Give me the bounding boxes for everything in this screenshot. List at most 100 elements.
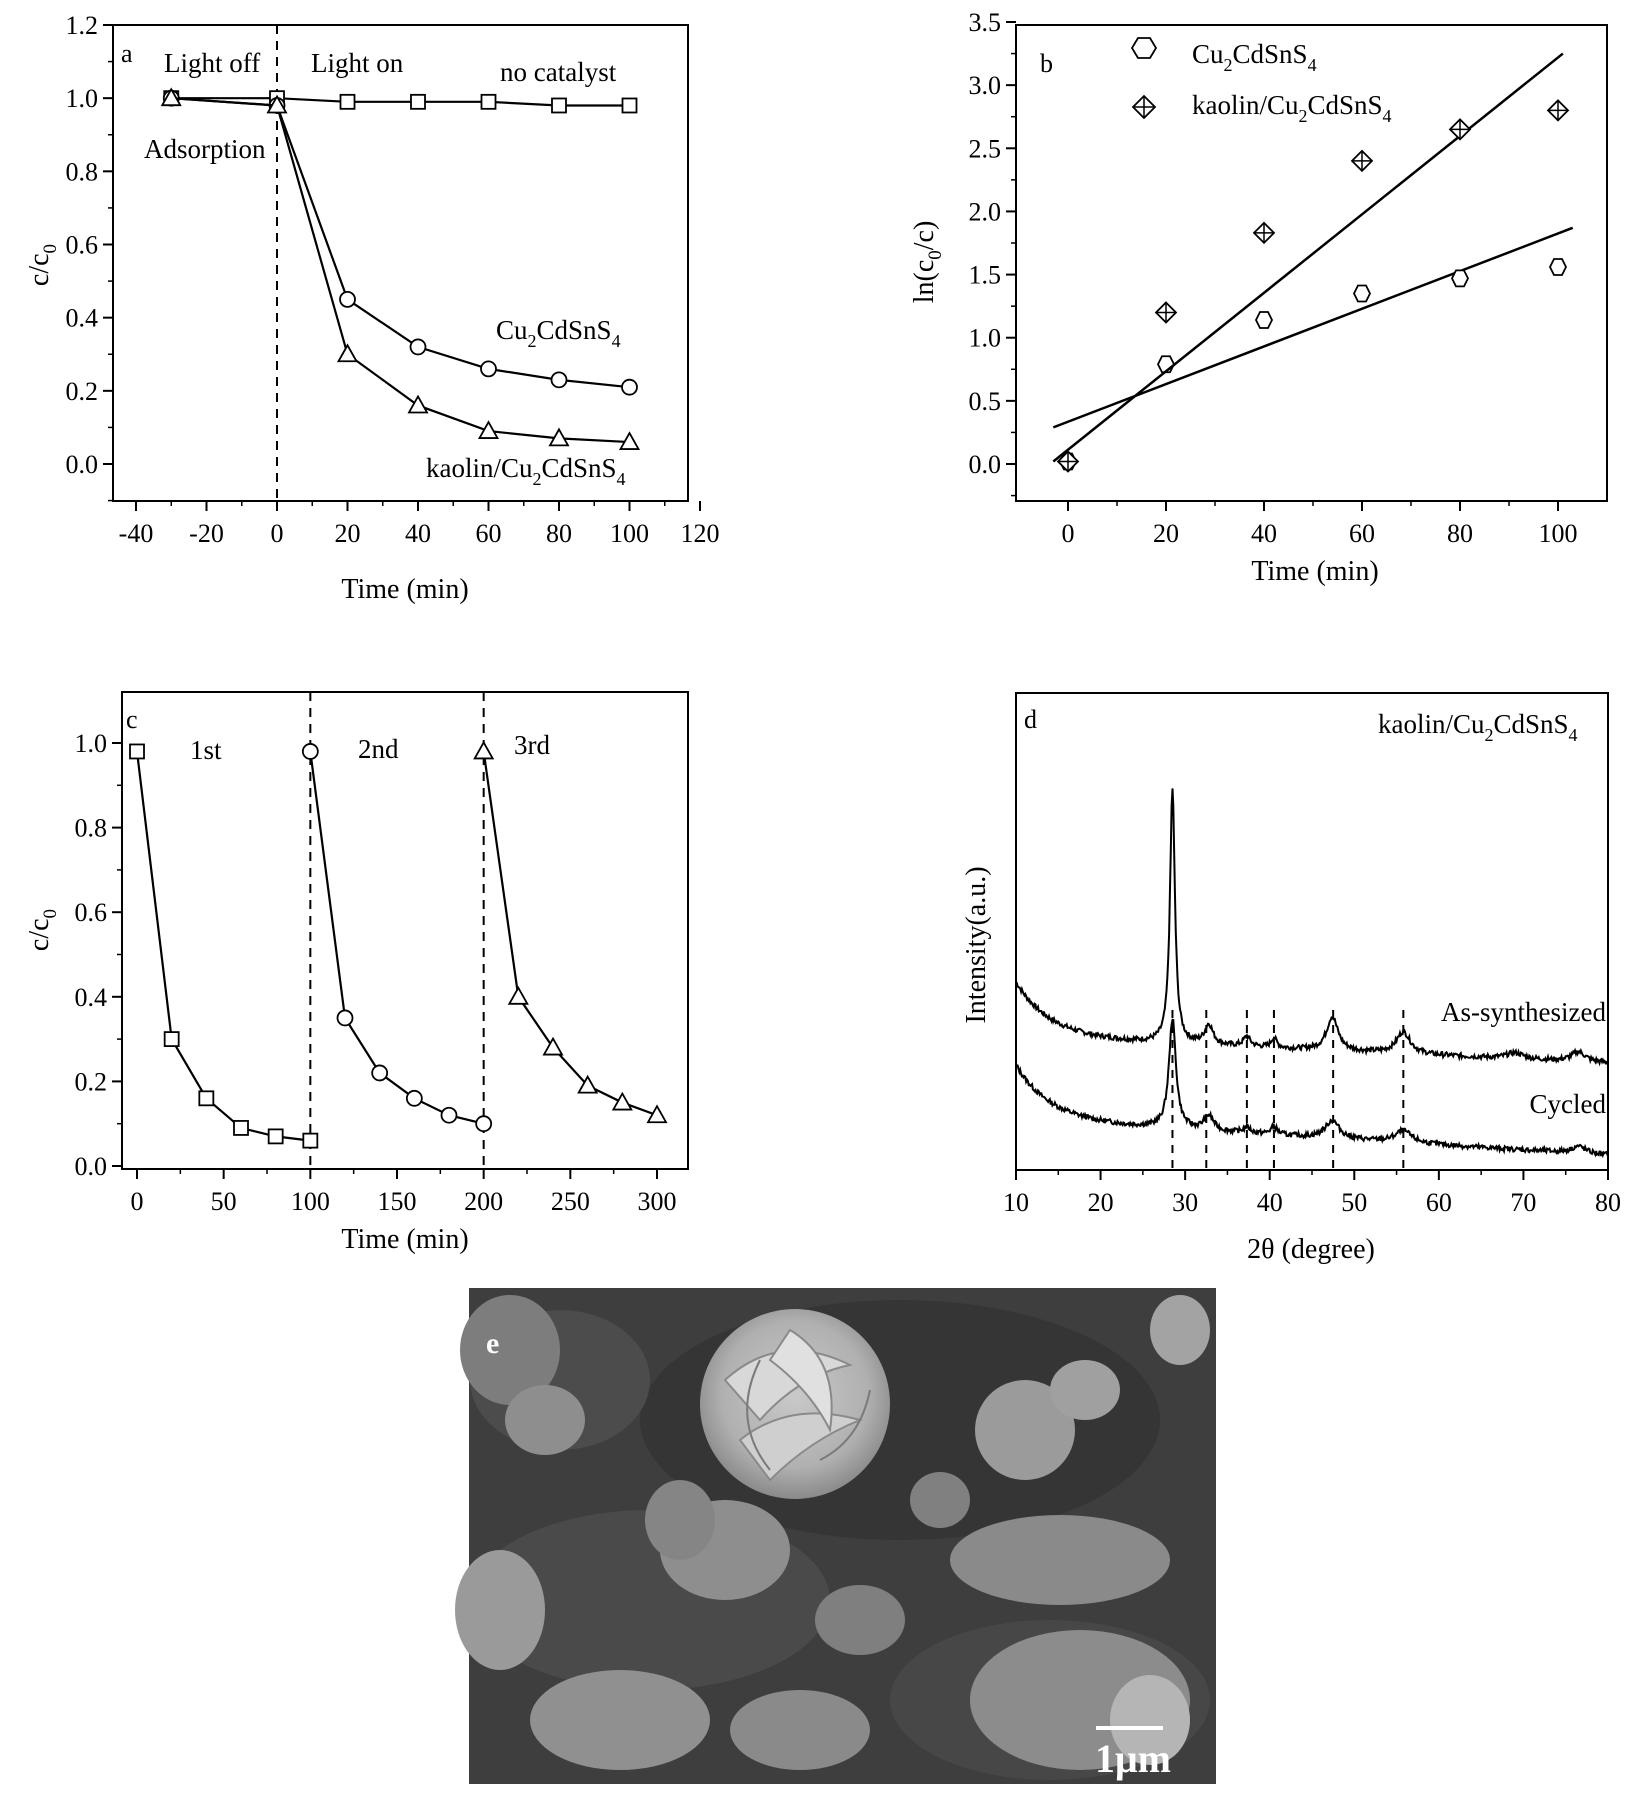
x-axis-label: Time (min) [341,1224,468,1255]
data-point [542,1036,564,1056]
fit-line [1052,226,1574,429]
data-point [1056,450,1080,473]
data-point [1352,284,1372,303]
label-adsorption: Adsorption [144,134,266,164]
data-point [1450,269,1470,288]
x-tick-label: 40 [1251,519,1277,548]
label-as-synthesized: As-synthesized [1441,997,1606,1027]
data-point [1448,118,1472,141]
y-tick-label: 0.8 [66,157,99,186]
sem-image: e 1μm [455,1288,1216,1784]
x-tick-label: -40 [119,519,154,548]
data-point [1154,301,1178,324]
data-point [1350,149,1374,173]
data-point [621,97,638,114]
data-point [621,378,638,396]
y-tick-label: 0.2 [66,377,99,406]
y-tick-label: 1.0 [66,84,99,113]
x-axis-label: Time (min) [341,574,468,605]
x-axis-label: 2θ (degree) [1247,1234,1375,1265]
data-point [477,420,500,439]
legend-marker-crossed-diamond [1131,94,1157,120]
data-point [163,1031,180,1047]
x-tick-label: 60 [476,519,502,548]
data-point [577,1074,599,1094]
y-tick-label: 1.2 [66,11,99,40]
label-cu2cdsns4: Cu2CdSnS4 [496,315,621,351]
y-axis-label: ln(c0/c) [909,221,946,304]
data-point [1254,311,1274,329]
data-point [1546,99,1570,122]
chart-marks [1052,52,1574,473]
data-point [410,93,426,110]
data-point [339,290,356,308]
x-tick-label: 20 [1088,1188,1114,1217]
x-tick-label: 150 [378,1187,417,1216]
data-point [198,1090,215,1107]
y-tick-label: 3.5 [969,8,1002,37]
sample-label-kaolin-cu2cdsns4: kaolin/Cu2CdSnS4 [1378,709,1578,745]
label-light-on: Light on [311,48,404,78]
y-tick-label: 0.0 [969,450,1002,479]
plot-frame [1015,24,1608,502]
x-tick-label: 20 [1153,519,1179,548]
y-axis-label: Intensity(a.u.) [961,866,992,1023]
data-point [548,427,570,447]
data-point [129,743,145,760]
x-tick-label: 100 [1539,519,1578,548]
data-point [302,1132,319,1149]
x-tick-label: -20 [189,519,224,548]
data-point [160,87,182,107]
data-point [266,94,288,114]
legend-label-cu2cdsns4: Cu2CdSnS4 [1192,39,1317,75]
data-point [551,97,567,114]
x-tick-label: 0 [271,519,284,548]
plot-frame [121,691,689,1170]
x-tick-label: 50 [211,1187,237,1216]
y-tick-label: 2.0 [969,197,1002,226]
label-cycle-1st: 1st [190,735,222,765]
y-tick-label: 3.0 [969,71,1002,100]
data-point [646,1104,668,1124]
peak-position-markers [1171,1010,1405,1168]
panel-b: b 0 20 40 60 80 100 0.0 0.5 1.0 1.5 2.0 2.5 3.0 3.5 C… [909,8,1608,587]
axis-ticks: -40 -20 0 20 40 60 80 100 120 0.0 0.2 0.4 0.6 0.8 1.0 1… [66,11,720,548]
x-tick-label: 30 [1172,1188,1198,1217]
legend-label-kaolin-cu2cdsns4: kaolin/Cu2CdSnS4 [1192,90,1392,126]
data-point [301,743,319,760]
y-tick-label: 0.0 [75,1152,108,1181]
plot-frame [112,24,689,502]
data-point [618,431,641,450]
x-tick-label: 80 [1595,1188,1621,1217]
data-point [475,1115,493,1133]
y-axis-label: c/c0 [24,909,61,951]
data-point [611,1091,633,1111]
y-tick-label: 1.0 [75,729,108,758]
x-tick-label: 40 [1257,1188,1283,1217]
data-point [1252,221,1276,245]
y-tick-label: 0.0 [66,450,99,479]
panel-letter-e: e [486,1327,499,1360]
panel-letter-c: c [126,705,138,734]
fit-line [1052,52,1564,463]
data-point [480,360,497,378]
x-axis-label: Time (min) [1251,556,1378,587]
panel-letter-d: d [1024,705,1037,734]
panel-c: c 0 50 100 150 200 250 300 0.0 0.2 0.4 0.6 0.8 1.0 1… [24,691,689,1255]
y-tick-label: 0.6 [75,898,108,927]
axis-ticks: 10 20 30 40 50 60 70 80 [1003,1170,1621,1217]
chart-marks [129,740,668,1149]
x-tick-label: 100 [610,519,649,548]
panel-letter-b: b [1040,49,1053,78]
trace-as-synthesized [1015,788,1609,1067]
data-point [409,338,427,356]
y-axis-label: c/c0 [24,244,61,286]
data-point [336,343,359,363]
y-tick-label: 0.8 [75,814,108,843]
panel-letter-a: a [121,39,133,68]
panel-d: d 10 20 30 40 50 60 70 80 kaolin/Cu2CdSnS4 As-s… [961,692,1621,1265]
data-point [233,1120,249,1136]
plot-frame [1015,692,1609,1171]
data-point [473,740,495,760]
